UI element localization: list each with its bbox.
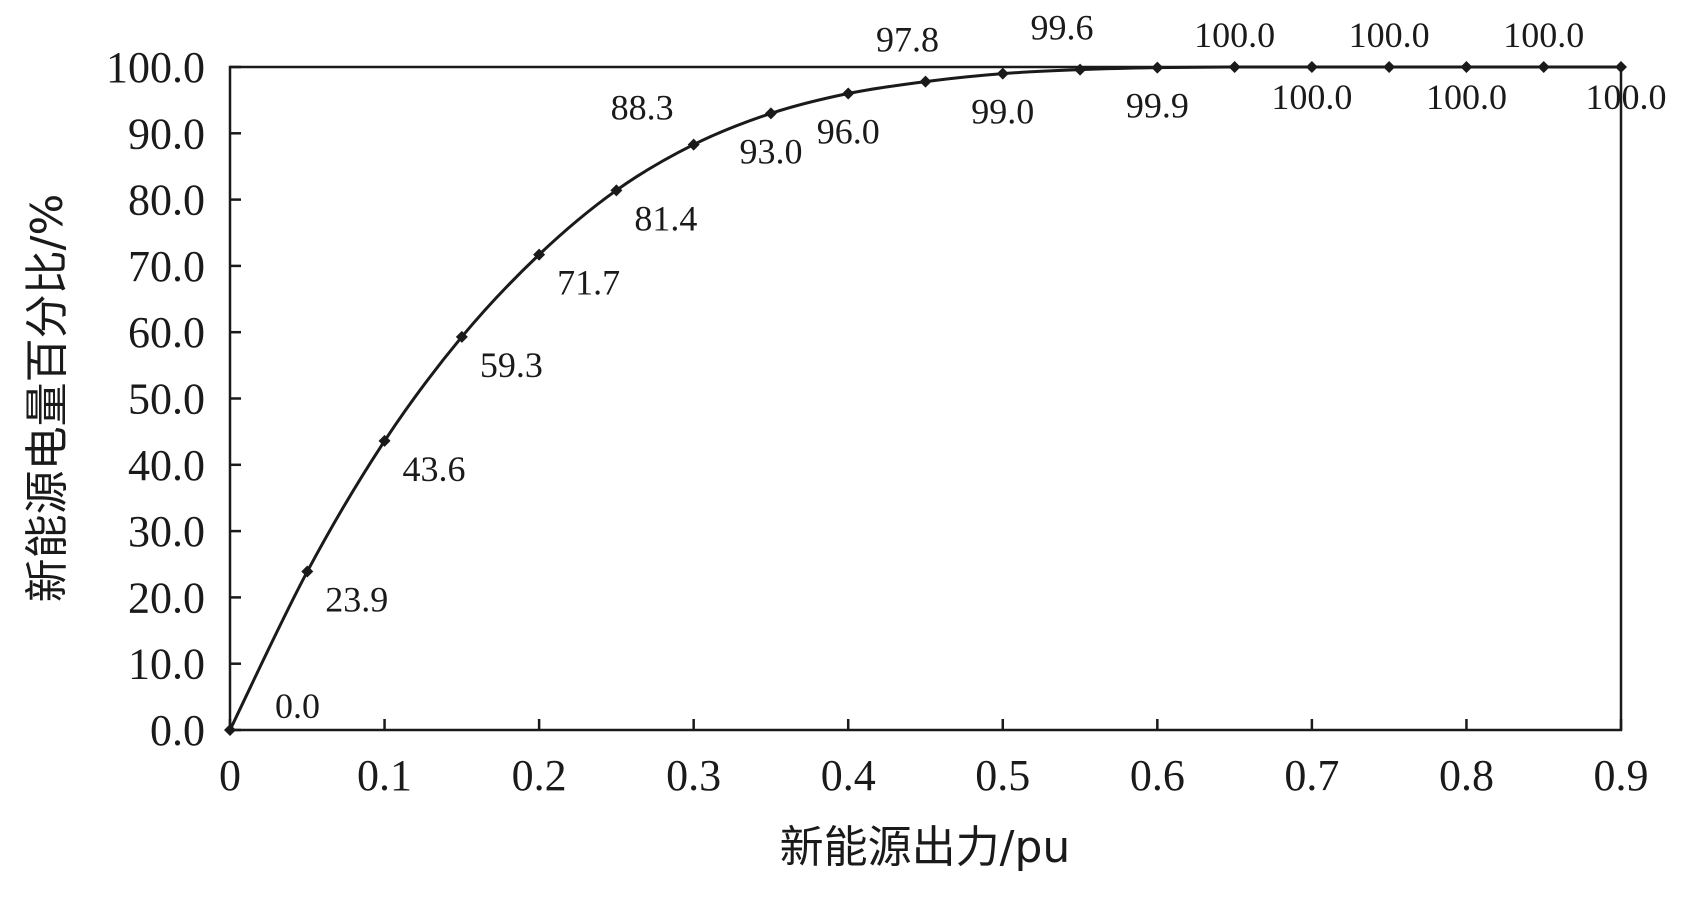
- data-point: [533, 248, 546, 261]
- y-tick-label: 40.0: [128, 441, 205, 490]
- data-label: 99.0: [971, 92, 1034, 132]
- data-label: 81.4: [634, 198, 697, 238]
- data-point: [224, 724, 236, 736]
- data-point: [764, 107, 777, 120]
- y-axis-title: 新能源电量百分比/%: [22, 194, 73, 603]
- data-point: [1615, 61, 1627, 73]
- x-tick-label: 0.4: [821, 751, 876, 800]
- data-point: [919, 75, 932, 88]
- x-axis-ticks: 0 0.1 0.2 0.3 0.4 0.5 0.6 0.7 0.8 0.9: [219, 719, 1649, 800]
- data-label: 100.0: [1426, 77, 1507, 117]
- series-line: [228, 65, 1621, 731]
- data-label: 99.6: [1031, 8, 1094, 48]
- y-axis-ticks: 0.0 10.0 20.0 30.0 40.0 50.0 60.0 70.0 80.0 90.0 1…: [106, 43, 241, 755]
- data-label: 43.6: [403, 449, 466, 489]
- data-point: [1228, 61, 1241, 73]
- data-label: 100.0: [1503, 15, 1584, 55]
- y-tick-label: 20.0: [128, 573, 205, 622]
- y-tick-label: 70.0: [128, 242, 205, 291]
- x-tick-label: 0.3: [666, 751, 721, 800]
- data-point: [687, 138, 700, 151]
- data-label: 23.9: [325, 580, 388, 620]
- data-markers: [224, 61, 1627, 736]
- x-tick-label: 0.2: [512, 751, 567, 800]
- x-tick-label: 0.6: [1130, 751, 1185, 800]
- data-point: [1305, 61, 1318, 73]
- x-tick-label: 0.5: [975, 751, 1030, 800]
- data-label: 59.3: [480, 345, 543, 385]
- data-point: [1074, 63, 1087, 76]
- y-tick-label: 10.0: [128, 640, 205, 689]
- data-label: 100.0: [1271, 77, 1352, 117]
- x-tick-label: 0: [219, 751, 241, 800]
- data-label: 71.7: [557, 263, 620, 303]
- y-tick-label: 50.0: [128, 375, 205, 424]
- x-tick-label: 0.8: [1439, 751, 1494, 800]
- data-point: [455, 330, 468, 343]
- data-point: [378, 434, 391, 447]
- y-tick-label: 60.0: [128, 308, 205, 357]
- data-point: [301, 565, 314, 578]
- x-tick-label: 0.1: [357, 751, 412, 800]
- y-tick-label: 0.0: [150, 706, 205, 755]
- data-point: [1151, 61, 1164, 74]
- data-point: [1460, 61, 1473, 73]
- data-point: [1383, 61, 1396, 73]
- data-label: 97.8: [876, 20, 939, 60]
- data-label: 100.0: [1586, 77, 1667, 117]
- plot-frame: [228, 65, 1623, 732]
- y-tick-label: 90.0: [128, 109, 205, 158]
- data-label: 100.0: [1349, 15, 1430, 55]
- data-label: 96.0: [817, 112, 880, 152]
- y-tick-label: 30.0: [128, 507, 205, 556]
- y-tick-label: 100.0: [106, 43, 205, 92]
- x-tick-label: 0.9: [1594, 751, 1649, 800]
- data-label: 0.0: [275, 686, 320, 726]
- x-axis-title: 新能源出力/pu: [780, 822, 1071, 873]
- data-point: [1537, 61, 1550, 73]
- x-tick-label: 0.7: [1284, 751, 1339, 800]
- data-label: 99.9: [1126, 86, 1189, 126]
- data-point: [842, 87, 855, 100]
- y-tick-label: 80.0: [128, 176, 205, 225]
- data-label: 93.0: [739, 131, 802, 171]
- data-point: [996, 67, 1009, 80]
- data-label: 88.3: [611, 88, 674, 128]
- data-labels: 0.0 23.9 43.6 59.3 71.7 81.4 88.3 93.0 96.0 97.8 9…: [275, 8, 1667, 726]
- data-label: 100.0: [1194, 15, 1275, 55]
- data-point: [610, 184, 623, 197]
